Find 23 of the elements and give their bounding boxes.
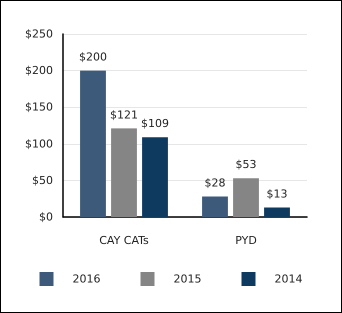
bar: [80, 70, 106, 217]
data-label: $200: [79, 50, 107, 64]
legend-label: 2014: [274, 272, 302, 286]
data-label: $28: [204, 176, 226, 190]
data-label: $13: [266, 187, 288, 200]
bar: [264, 207, 290, 217]
y-tick-label: $50: [32, 174, 53, 187]
data-label: $121: [110, 108, 138, 122]
data-label: $53: [236, 158, 256, 172]
y-tick-label: $150: [25, 100, 53, 114]
bar: [233, 178, 259, 217]
y-tick-label: $250: [25, 28, 53, 40]
legend-label: 2016: [72, 272, 101, 286]
bar: [202, 196, 228, 217]
bar: [142, 137, 168, 217]
legend-label: 2015: [174, 272, 202, 286]
x-tick-label: CAY CATs: [99, 234, 150, 247]
y-tick-label: $0: [39, 210, 53, 224]
data-label: $109: [141, 117, 169, 130]
bar: [111, 128, 137, 217]
y-tick-label: $100: [25, 137, 53, 150]
y-tick-label: $200: [25, 64, 53, 78]
x-tick-label: PYD: [235, 234, 257, 247]
